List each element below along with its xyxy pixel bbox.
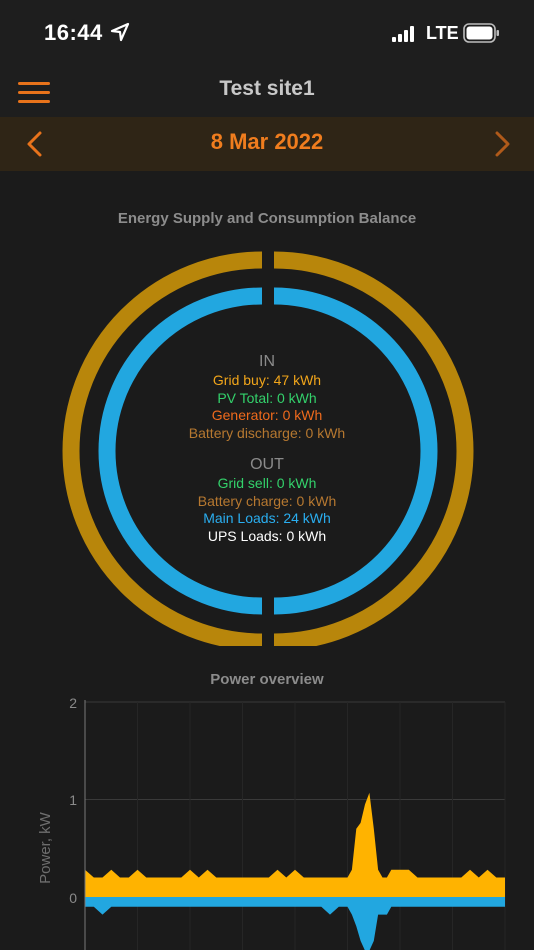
consumption-ring-left xyxy=(98,287,263,615)
out-legend: OUT Grid sell: 0 kWh Battery charge: 0 k… xyxy=(117,455,417,545)
grid-buy-value: Grid buy: 47 kWh xyxy=(212,372,322,388)
pv-total-value: PV Total: 0 kWh xyxy=(217,389,317,406)
main-loads-area xyxy=(85,897,505,950)
consumption-ring-right xyxy=(273,287,438,615)
status-time: 16:44 xyxy=(44,20,103,45)
hamburger-menu-icon[interactable] xyxy=(18,80,50,104)
generator-value: Generator: 0 kWh xyxy=(211,407,323,423)
nav-bar: Test site1 xyxy=(0,64,534,118)
power-overview-title: Power overview xyxy=(210,671,324,688)
next-day-chevron-icon[interactable] xyxy=(486,128,518,160)
main-loads-value: Main Loads: 24 kWh xyxy=(203,510,331,526)
in-legend: IN Grid buy: 47 kWh PV Total: 0 kWh Gene… xyxy=(117,352,417,442)
battery-charge-value: Battery charge: 0 kWh xyxy=(197,492,337,509)
y-tick-label-0: 0 xyxy=(69,890,77,906)
date-navigator: 8 Mar 2022 xyxy=(0,117,534,171)
ups-loads-value: UPS Loads: 0 kWh xyxy=(207,527,327,544)
supply-ring-right xyxy=(273,251,474,646)
balance-title: Energy Supply and Consumption Balance xyxy=(117,210,417,227)
network-type: LTE xyxy=(426,23,459,43)
location-arrow-icon xyxy=(110,22,130,42)
y-axis-label: Power, kW xyxy=(37,811,54,884)
power-overview-chart: 2 1 0 Power, kW xyxy=(37,695,506,950)
current-date[interactable]: 8 Mar 2022 xyxy=(210,129,324,154)
grid-sell-value: Grid sell: 0 kWh xyxy=(217,475,317,491)
in-heading: IN xyxy=(259,353,275,370)
out-heading: OUT xyxy=(250,456,284,473)
grid-buy-area xyxy=(85,792,505,897)
status-bar: 16:44 LTE xyxy=(0,0,534,64)
y-tick-label-2: 2 xyxy=(69,695,77,711)
y-tick-label-1: 1 xyxy=(69,792,77,808)
battery-icon xyxy=(463,23,499,43)
energy-balance-donut xyxy=(62,251,474,646)
cellular-signal-icon xyxy=(392,26,414,42)
supply-ring-left xyxy=(62,251,263,646)
previous-day-chevron-icon[interactable] xyxy=(20,128,52,160)
page-title: Test site1 xyxy=(219,77,315,100)
battery-discharge-value: Battery discharge: 0 kWh xyxy=(188,424,346,441)
